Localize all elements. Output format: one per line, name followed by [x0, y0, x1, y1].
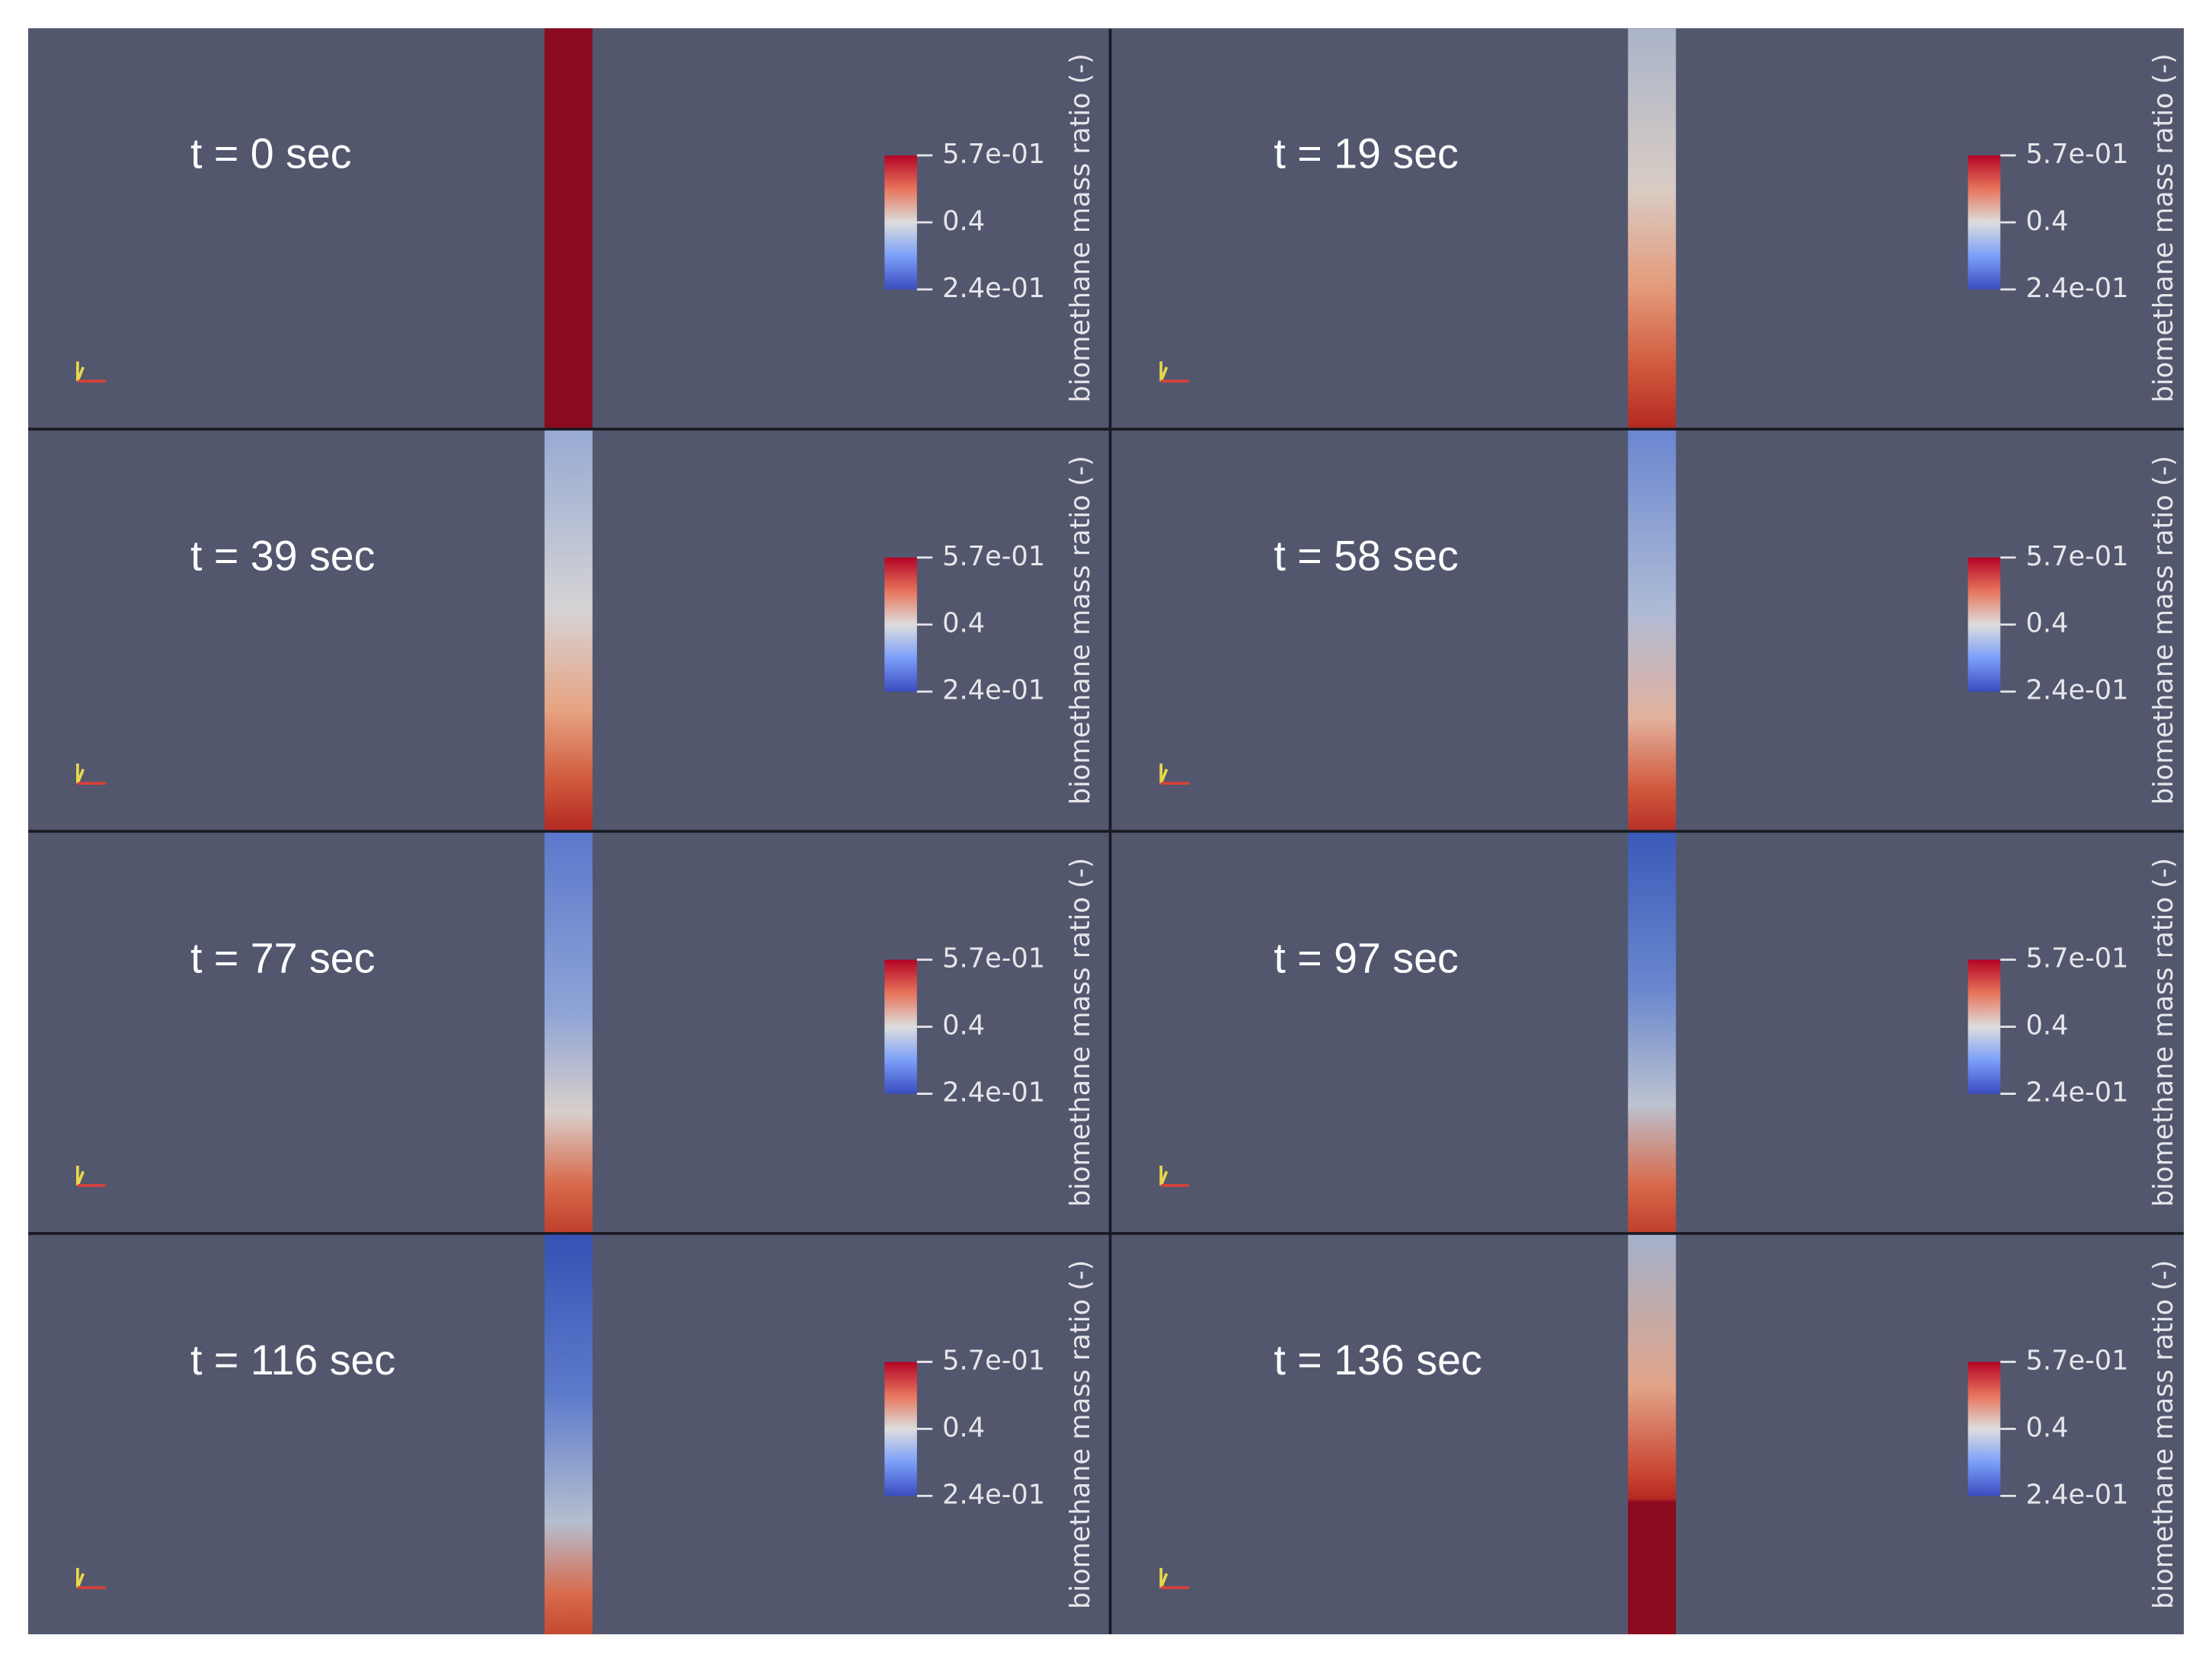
axes-triad [1159, 1166, 1168, 1186]
colorbar-tick-label: 5.7e-01 [942, 139, 1045, 170]
axes-triad [76, 1567, 85, 1589]
panel: t = 77 sec 5.7e-01 0.4 2.4e-01 biomethane ma… [28, 832, 1109, 1233]
colorbar-tick-label: 0.4 [942, 206, 985, 237]
panel: t = 97 sec 5.7e-01 0.4 2.4e-01 biomethane ma… [1111, 832, 2184, 1233]
colorbar-tick-label: 0.4 [942, 1412, 985, 1443]
axes-triad [1159, 763, 1168, 784]
colorbar [884, 557, 917, 692]
colorbar [1967, 959, 2001, 1094]
colorbar [884, 1362, 917, 1496]
colorbar-title: biomethane mass ratio (-) [1065, 1260, 1096, 1609]
colorbar-tick-label: 2.4e-01 [2026, 1479, 2129, 1510]
column-field [1628, 1234, 1677, 1634]
time-label: t = 116 sec [190, 1336, 395, 1384]
time-label: t = 77 sec [190, 934, 375, 981]
axes-triad [76, 763, 85, 784]
colorbar-tick-label: 2.4e-01 [2026, 1077, 2129, 1109]
axes-triad [76, 1166, 85, 1186]
colorbar-tick-label: 5.7e-01 [2026, 943, 2129, 974]
colorbar-tick-label: 2.4e-01 [942, 675, 1045, 706]
panel: t = 39 sec 5.7e-01 0.4 2.4e-01 biomethane ma… [28, 430, 1109, 830]
column-field [1628, 430, 1677, 830]
panel: t = 58 sec 5.7e-01 0.4 2.4e-01 biomethane ma… [1111, 430, 2184, 830]
column-field [544, 832, 593, 1233]
axes-triad [76, 361, 85, 382]
colorbar-tick-label: 2.4e-01 [942, 1077, 1045, 1109]
colorbar-tick-label: 2.4e-01 [2026, 273, 2129, 304]
panel: t = 116 sec 5.7e-01 0.4 2.4e-01 biomethane m… [28, 1234, 1109, 1634]
colorbar-tick-label: 5.7e-01 [942, 541, 1045, 572]
colorbar-title: biomethane mass ratio (-) [2148, 53, 2179, 402]
panel: t = 19 sec 5.7e-01 0.4 2.4e-01 biomethane ma… [1111, 28, 2184, 428]
time-label: t = 58 sec [1274, 532, 1458, 579]
column-field [544, 430, 593, 830]
axes-triad [1159, 1567, 1168, 1589]
colorbar-title: biomethane mass ratio (-) [1065, 456, 1096, 805]
panel: t = 0 sec 5.7e-01 0.4 2.4e-01 biomethane mas… [28, 28, 1109, 428]
colorbar-tick-label: 2.4e-01 [942, 1479, 1045, 1510]
column-field [544, 1234, 593, 1634]
colorbar-tick-label: 0.4 [942, 608, 985, 639]
column-field [1628, 832, 1677, 1233]
axes-triad [1159, 361, 1168, 382]
colorbar-tick-label: 5.7e-01 [2026, 1345, 2129, 1376]
colorbar [1967, 557, 2001, 692]
colorbar-title: biomethane mass ratio (-) [2148, 456, 2179, 805]
colorbar-tick-label: 0.4 [2026, 1412, 2069, 1443]
colorbar-title: biomethane mass ratio (-) [2148, 858, 2179, 1207]
colorbar-title: biomethane mass ratio (-) [1065, 53, 1096, 402]
colorbar [1967, 155, 2001, 290]
colorbar-tick-label: 0.4 [942, 1010, 985, 1042]
panel: t = 136 sec 5.7e-01 0.4 2.4e-01 biomethane m… [1111, 1234, 2184, 1634]
time-label: t = 39 sec [190, 532, 375, 579]
colorbar [884, 155, 917, 290]
colorbar-tick-label: 0.4 [2026, 206, 2069, 237]
colorbar-tick-label: 5.7e-01 [2026, 139, 2129, 170]
colorbar-tick-label: 0.4 [2026, 1010, 2069, 1042]
colorbar [884, 959, 917, 1094]
colorbar-tick-label: 2.4e-01 [2026, 675, 2129, 706]
colorbar-tick-label: 5.7e-01 [2026, 541, 2129, 572]
time-label: t = 136 sec [1274, 1336, 1482, 1384]
colorbar-tick-label: 5.7e-01 [942, 943, 1045, 974]
colorbar-tick-label: 2.4e-01 [942, 273, 1045, 304]
time-label: t = 19 sec [1274, 130, 1458, 178]
time-label: t = 97 sec [1274, 934, 1458, 981]
time-label: t = 0 sec [190, 130, 352, 178]
colorbar [1967, 1362, 2001, 1496]
colorbar-tick-label: 0.4 [2026, 608, 2069, 639]
colorbar-tick-label: 5.7e-01 [942, 1345, 1045, 1376]
colorbar-title: biomethane mass ratio (-) [2148, 1260, 2179, 1609]
column-field [544, 28, 593, 428]
column-field [1628, 28, 1677, 428]
colorbar-title: biomethane mass ratio (-) [1065, 858, 1096, 1207]
